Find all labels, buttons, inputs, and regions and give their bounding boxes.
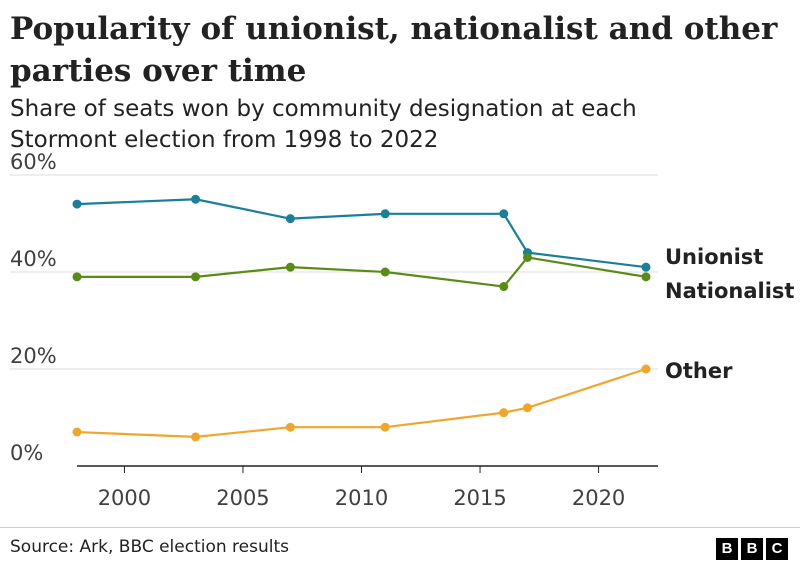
data-point-other-2003: [191, 432, 201, 442]
x-tick-label-2020: 2020: [572, 486, 625, 510]
data-point-unionist-2016: [499, 209, 509, 219]
logo-letter-c: C: [766, 538, 788, 560]
x-tick-label-2010: 2010: [335, 486, 388, 510]
data-point-other-2017: [522, 403, 532, 413]
x-tick-label-2000: 2000: [98, 486, 151, 510]
x-tick-label-2005: 2005: [216, 486, 269, 510]
series-line-unionist: [76, 198, 647, 269]
data-point-nationalist-2017: [522, 252, 532, 262]
data-point-unionist-2003: [191, 194, 201, 204]
y-tick-label-0: 0%: [10, 441, 43, 465]
data-point-other-2007: [285, 422, 295, 432]
data-point-nationalist-2011: [380, 267, 390, 277]
data-point-other-2011: [380, 422, 390, 432]
y-tick-label-40: 40%: [10, 247, 57, 271]
source-note: Source: Ark, BBC election results: [10, 537, 289, 557]
data-point-other-2022: [641, 364, 651, 374]
logo-letter-b2: B: [741, 538, 763, 560]
data-point-nationalist-2003: [191, 272, 201, 282]
data-point-other-1998: [72, 427, 82, 437]
data-point-other-2016: [499, 408, 509, 418]
chart-title: Popularity of unionist, nationalist and …: [10, 11, 778, 89]
data-point-unionist-2007: [285, 214, 295, 224]
series-label-other: Other: [665, 359, 733, 383]
data-point-unionist-1998: [72, 199, 82, 209]
logo-letter-b1: B: [716, 538, 738, 560]
data-point-nationalist-2007: [285, 262, 295, 272]
footer-divider: [0, 527, 800, 528]
line-chart: 0% 20% 40% 60% 2000 2005 2010 2015 2020 Unionist N…: [10, 150, 794, 510]
data-point-unionist-2011: [380, 209, 390, 219]
series-line-other: [76, 367, 647, 438]
data-point-nationalist-2016: [499, 282, 509, 292]
bbc-logo: B B C: [716, 538, 788, 560]
data-point-nationalist-1998: [72, 272, 82, 282]
series-label-unionist: Unionist: [665, 245, 763, 269]
data-point-nationalist-2022: [641, 272, 651, 282]
data-point-unionist-2022: [641, 262, 651, 272]
chart-subtitle: Share of seats won by community designat…: [10, 96, 637, 153]
series-label-nationalist: Nationalist: [665, 279, 794, 303]
y-tick-label-60: 60%: [10, 150, 57, 174]
x-tick-label-2015: 2015: [453, 486, 506, 510]
y-tick-label-20: 20%: [10, 344, 57, 368]
